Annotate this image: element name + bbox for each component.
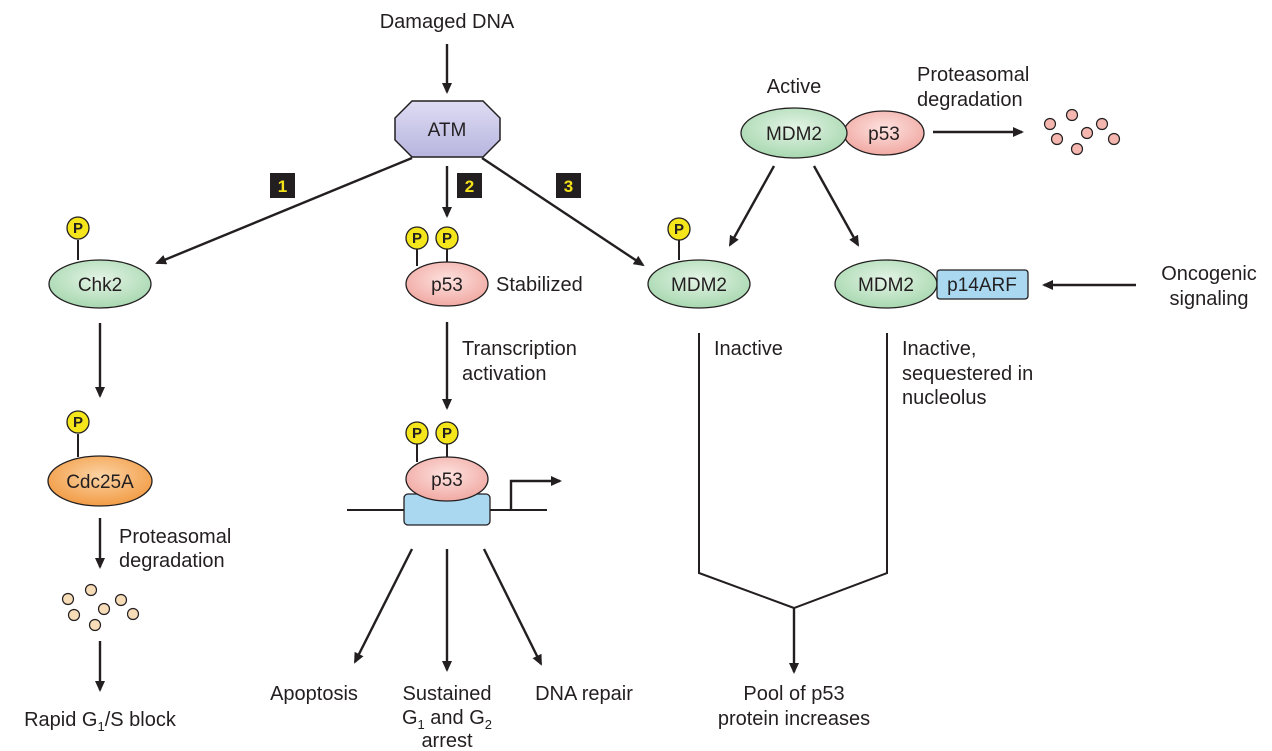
arrow-to-mdm2-phospho: [728, 165, 776, 247]
svg-text:MDM2: MDM2: [671, 275, 727, 296]
chk2-node: Chk2: [48, 259, 152, 309]
arrow-to-apoptosis: [353, 548, 414, 664]
mdm2-active-label: MDM2: [766, 124, 822, 145]
chk2-phospho: P: [66, 216, 90, 260]
transcription-start-arrow: [509, 476, 562, 510]
p53-bound-node: p53: [405, 456, 489, 502]
svg-text:P: P: [412, 425, 422, 442]
atm-node: ATM: [394, 100, 501, 158]
cdc25a-node: Cdc25A: [47, 455, 153, 507]
p53-complex-label: p53: [868, 124, 900, 145]
cdc25a-label: Cdc25A: [66, 472, 134, 493]
p53-stabilized-phospho: P P: [405, 226, 459, 266]
g1-g2-label: G1 and G2: [402, 707, 492, 732]
inactive-sequestered-line2: sequestered in: [902, 363, 1033, 385]
p53-degraded-fragments: [1043, 108, 1121, 156]
protein-increases-label: protein increases: [718, 708, 870, 730]
atm-label: ATM: [428, 120, 467, 141]
svg-text:P: P: [412, 230, 422, 247]
inactive-sequestered-line1: Inactive,: [902, 338, 976, 360]
cdc25a-phospho: P: [66, 410, 90, 457]
mdm2-p14arf-complex: MDM2 p14ARF: [834, 259, 1029, 309]
p53-degradation-label: degradation: [917, 89, 1023, 111]
p53-bound-phospho: P P: [405, 421, 459, 462]
arrow-to-mdm2-p14arf: [812, 165, 860, 247]
rapid-g1s-block-label: Rapid G1/S block: [24, 709, 177, 734]
svg-text:p53: p53: [431, 470, 463, 491]
p53-proteasomal-label: Proteasomal: [917, 64, 1029, 86]
stabilized-label: Stabilized: [496, 274, 583, 296]
sustained-label: Sustained: [403, 683, 492, 705]
arrow-atm-to-mdm2: [481, 157, 645, 267]
signaling-label: signaling: [1170, 288, 1249, 310]
mdm2-p53-complex: MDM2 p53: [740, 107, 925, 159]
inactive-label: Inactive: [714, 338, 783, 360]
svg-text:P: P: [73, 414, 83, 431]
arrow-to-dna-repair: [482, 548, 543, 666]
pathway-number-3: 3: [556, 173, 581, 198]
inactive-sequestered-line3: nucleolus: [902, 387, 987, 409]
gene-promoter: [347, 476, 562, 526]
p53-label: p53: [431, 275, 463, 296]
svg-text:2: 2: [465, 177, 474, 196]
pathway-number-2: 2: [457, 173, 482, 198]
arrow-atm-to-chk2: [155, 156, 413, 265]
arrest-label: arrest: [421, 730, 473, 751]
p14arf-label: p14ARF: [947, 275, 1017, 296]
mdm2-inactive-phospho: P: [667, 217, 691, 260]
converging-lines: [698, 333, 888, 674]
svg-text:P: P: [674, 221, 684, 238]
pathway-number-1: 1: [270, 173, 295, 198]
dna-repair-label: DNA repair: [535, 683, 633, 705]
mdm2-inactive-node: MDM2: [647, 259, 751, 309]
transcription-label: Transcription: [462, 338, 577, 360]
cdc25a-proteasomal-label: Proteasomal: [119, 526, 231, 548]
svg-text:P: P: [442, 230, 452, 247]
damaged-dna-label: Damaged DNA: [380, 11, 515, 33]
activation-label: activation: [462, 363, 547, 385]
svg-text:3: 3: [564, 177, 573, 196]
cdc25a-degradation-label: degradation: [119, 550, 225, 572]
svg-text:MDM2: MDM2: [858, 275, 914, 296]
svg-text:P: P: [442, 425, 452, 442]
svg-text:P: P: [73, 220, 83, 237]
cdc25a-degraded-fragments: [61, 583, 140, 632]
chk2-label: Chk2: [78, 275, 122, 296]
p53-stabilized-node: p53: [405, 261, 489, 307]
pool-of-p53-label: Pool of p53: [743, 683, 844, 705]
oncogenic-label: Oncogenic: [1161, 263, 1257, 285]
active-label: Active: [767, 76, 821, 98]
svg-text:1: 1: [278, 177, 287, 196]
apoptosis-label: Apoptosis: [270, 683, 358, 705]
